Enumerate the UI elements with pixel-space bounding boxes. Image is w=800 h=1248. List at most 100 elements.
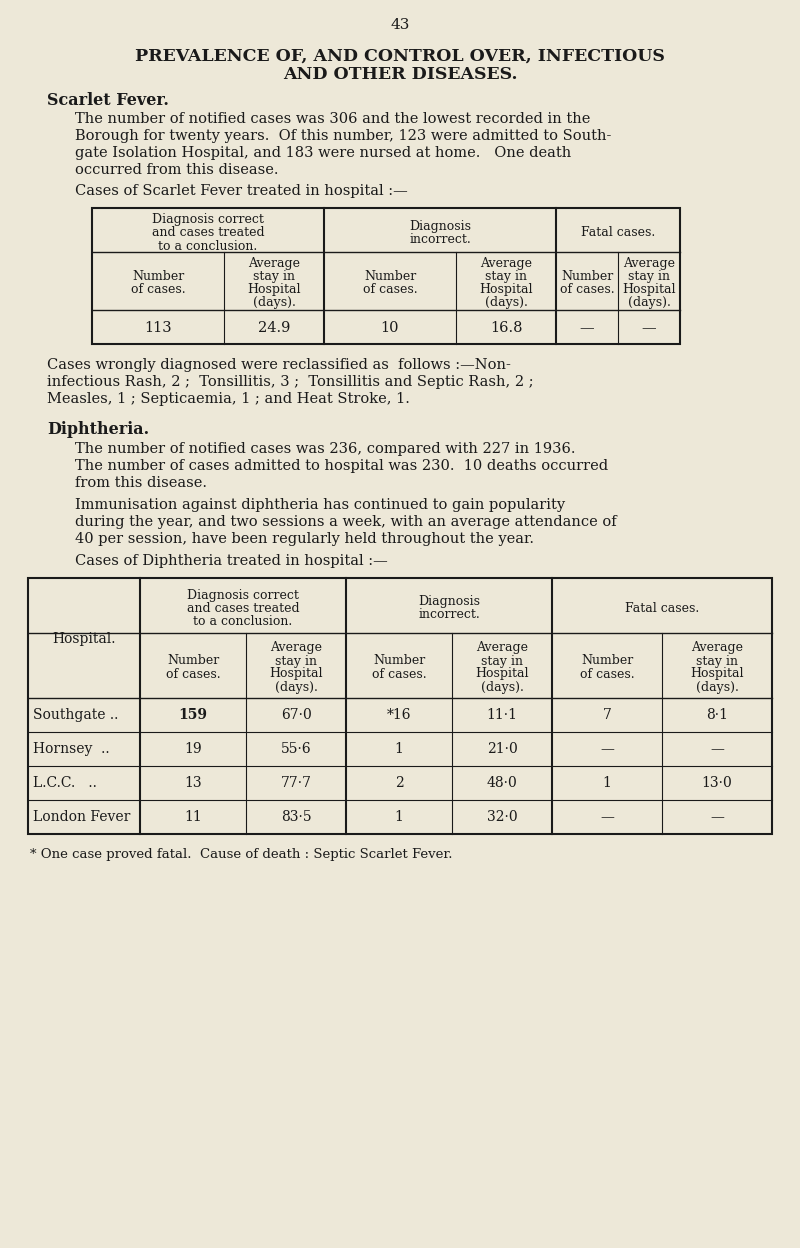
- Text: 2: 2: [394, 776, 403, 790]
- Text: occurred from this disease.: occurred from this disease.: [75, 163, 278, 177]
- Text: (days).: (days).: [627, 296, 670, 310]
- Text: Cases of Diphtheria treated in hospital :—: Cases of Diphtheria treated in hospital …: [75, 554, 388, 568]
- Text: Diagnosis correct: Diagnosis correct: [152, 213, 264, 226]
- Text: Scarlet Fever.: Scarlet Fever.: [47, 92, 169, 109]
- Text: Hospital: Hospital: [622, 283, 676, 296]
- Text: Hospital: Hospital: [690, 668, 744, 680]
- Text: Cases of Scarlet Fever treated in hospital :—: Cases of Scarlet Fever treated in hospit…: [75, 183, 408, 198]
- Text: Hospital: Hospital: [270, 668, 322, 680]
- Text: Diagnosis: Diagnosis: [409, 220, 471, 233]
- Text: 43: 43: [390, 17, 410, 32]
- Text: stay in: stay in: [275, 654, 317, 668]
- Text: 1: 1: [394, 743, 403, 756]
- Text: 113: 113: [144, 321, 172, 334]
- Text: Measles, 1 ; Septicaemia, 1 ; and Heat Stroke, 1.: Measles, 1 ; Septicaemia, 1 ; and Heat S…: [47, 392, 410, 406]
- Text: 10: 10: [381, 321, 399, 334]
- Text: infectious Rash, 2 ;  Tonsillitis, 3 ;  Tonsillitis and Septic Rash, 2 ;: infectious Rash, 2 ; Tonsillitis, 3 ; To…: [47, 374, 534, 389]
- Text: Diagnosis: Diagnosis: [418, 595, 480, 609]
- Text: The number of notified cases was 306 and the lowest recorded in the: The number of notified cases was 306 and…: [75, 112, 590, 126]
- Text: 13: 13: [184, 776, 202, 790]
- Text: 24.9: 24.9: [258, 321, 290, 334]
- Text: to a conclusion.: to a conclusion.: [158, 240, 258, 252]
- Text: Average: Average: [476, 641, 528, 654]
- Bar: [28, 578, 772, 834]
- Text: L.C.C.   ..: L.C.C. ..: [33, 776, 97, 790]
- Text: —: —: [710, 743, 724, 756]
- Text: Number: Number: [581, 654, 633, 668]
- Text: Number: Number: [132, 270, 184, 283]
- Text: 159: 159: [178, 708, 207, 723]
- Text: 55·6: 55·6: [281, 743, 311, 756]
- Text: incorrect.: incorrect.: [409, 233, 471, 246]
- Text: Number: Number: [373, 654, 425, 668]
- Text: incorrect.: incorrect.: [418, 609, 480, 622]
- Text: 1: 1: [602, 776, 611, 790]
- Text: (days).: (days).: [481, 680, 523, 694]
- Text: stay in: stay in: [481, 654, 523, 668]
- Text: of cases.: of cases.: [580, 668, 634, 680]
- Text: (days).: (days).: [695, 680, 738, 694]
- Text: Borough for twenty years.  Of this number, 123 were admitted to South-: Borough for twenty years. Of this number…: [75, 129, 611, 144]
- Text: AND OTHER DISEASES.: AND OTHER DISEASES.: [282, 66, 518, 84]
- Text: stay in: stay in: [628, 270, 670, 283]
- Text: Immunisation against diphtheria has continued to gain popularity: Immunisation against diphtheria has cont…: [75, 498, 565, 512]
- Text: of cases.: of cases.: [560, 283, 614, 296]
- Text: —: —: [580, 321, 594, 334]
- Text: (days).: (days).: [253, 296, 295, 310]
- Text: 32·0: 32·0: [486, 810, 518, 824]
- Text: Average: Average: [270, 641, 322, 654]
- Text: Number: Number: [167, 654, 219, 668]
- Text: —: —: [710, 810, 724, 824]
- Text: and cases treated: and cases treated: [186, 602, 299, 615]
- Text: Diagnosis correct: Diagnosis correct: [187, 589, 299, 602]
- Text: Hospital: Hospital: [475, 668, 529, 680]
- Text: 13·0: 13·0: [702, 776, 732, 790]
- Text: Fatal cases.: Fatal cases.: [625, 602, 699, 615]
- Text: of cases.: of cases.: [362, 283, 418, 296]
- Text: * One case proved fatal.  Cause of death : Septic Scarlet Fever.: * One case proved fatal. Cause of death …: [30, 847, 453, 861]
- Text: —: —: [600, 810, 614, 824]
- Text: Cases wrongly diagnosed were reclassified as  follows :—Non-: Cases wrongly diagnosed were reclassifie…: [47, 358, 511, 372]
- Text: *16: *16: [386, 708, 411, 723]
- Text: stay in: stay in: [696, 654, 738, 668]
- Text: Average: Average: [248, 257, 300, 270]
- Text: during the year, and two sessions a week, with an average attendance of: during the year, and two sessions a week…: [75, 515, 617, 529]
- Text: of cases.: of cases.: [372, 668, 426, 680]
- Text: The number of notified cases was 236, compared with 227 in 1936.: The number of notified cases was 236, co…: [75, 442, 575, 456]
- Text: stay in: stay in: [253, 270, 295, 283]
- Text: The number of cases admitted to hospital was 230.  10 deaths occurred: The number of cases admitted to hospital…: [75, 459, 608, 473]
- Text: 11: 11: [184, 810, 202, 824]
- Text: 8·1: 8·1: [706, 708, 728, 723]
- Text: 11·1: 11·1: [486, 708, 518, 723]
- Text: —: —: [642, 321, 656, 334]
- Text: 83·5: 83·5: [281, 810, 311, 824]
- Text: stay in: stay in: [485, 270, 527, 283]
- Text: of cases.: of cases.: [166, 668, 220, 680]
- Text: —: —: [600, 743, 614, 756]
- Text: Average: Average: [691, 641, 743, 654]
- Text: Average: Average: [480, 257, 532, 270]
- Text: Southgate ..: Southgate ..: [33, 708, 118, 723]
- Text: 21·0: 21·0: [486, 743, 518, 756]
- Text: 7: 7: [602, 708, 611, 723]
- Text: (days).: (days).: [274, 680, 318, 694]
- Text: 1: 1: [394, 810, 403, 824]
- Text: 67·0: 67·0: [281, 708, 311, 723]
- Text: from this disease.: from this disease.: [75, 475, 207, 490]
- Text: Hospital: Hospital: [247, 283, 301, 296]
- Bar: [92, 208, 680, 344]
- Text: Number: Number: [364, 270, 416, 283]
- Text: PREVALENCE OF, AND CONTROL OVER, INFECTIOUS: PREVALENCE OF, AND CONTROL OVER, INFECTI…: [135, 47, 665, 65]
- Text: 16.8: 16.8: [490, 321, 522, 334]
- Text: Diphtheria.: Diphtheria.: [47, 421, 149, 438]
- Text: Fatal cases.: Fatal cases.: [581, 226, 655, 240]
- Text: 40 per session, have been regularly held throughout the year.: 40 per session, have been regularly held…: [75, 532, 534, 547]
- Text: 19: 19: [184, 743, 202, 756]
- Text: 48·0: 48·0: [486, 776, 518, 790]
- Text: Average: Average: [623, 257, 675, 270]
- Text: of cases.: of cases.: [130, 283, 186, 296]
- Text: gate Isolation Hospital, and 183 were nursed at home.   One death: gate Isolation Hospital, and 183 were nu…: [75, 146, 571, 160]
- Text: (days).: (days).: [485, 296, 527, 310]
- Text: and cases treated: and cases treated: [152, 226, 264, 240]
- Text: Number: Number: [561, 270, 613, 283]
